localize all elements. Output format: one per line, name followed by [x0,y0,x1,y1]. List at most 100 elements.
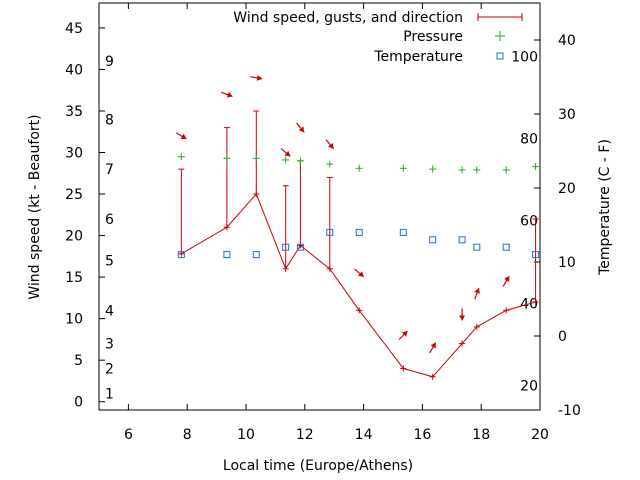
beaufort-label-7: 8 [105,112,114,128]
beaufort-label-6: 7 [105,162,114,178]
ticks-group: 6 8 10 12 14 16 18 20051015202530354045-1001020… [65,3,581,443]
wind-direction-arrow-10 [474,287,480,300]
y2-tick-label-2: 10 [558,255,576,271]
pressure-point-10 [473,166,481,174]
beaufort-label-8: 9 [105,54,114,70]
plot-frame [98,2,541,411]
pressure-point-12 [532,163,540,171]
x-tick-label-7: 20 [531,427,549,443]
wind-arrow-head-0 [180,133,187,139]
wind-point-10 [473,323,480,330]
wind-point-2 [253,191,260,198]
wind-arrow-head-10 [474,288,480,294]
wind-arrow-head-5 [328,143,334,149]
x-tick-label-5: 16 [413,427,431,443]
wind-point-11 [503,307,510,314]
y-tick-label-9: 45 [65,21,83,37]
wind-arrow-head-3 [284,150,291,157]
wind-point-12 [532,299,539,306]
temperature-point-11 [502,243,510,251]
wind-speed-line [181,193,536,378]
y-tick-label-2: 10 [65,312,83,328]
temperature-point-3 [282,243,290,251]
fahrenheit-label-0: 20 [520,379,538,395]
temperature-point-7 [399,228,407,236]
x-tick-label-6: 18 [472,427,490,443]
wind-arrow-head-11 [504,276,510,282]
x-tick-label-4: 14 [355,427,373,443]
y-tick-label-1: 5 [74,353,83,369]
wind-direction-arrow-0 [175,132,187,140]
y2-tick-label-1: 0 [558,329,567,345]
pressure-point-7 [399,164,407,172]
y-tick-label-6: 30 [65,146,83,162]
pressure-point-4 [296,157,304,165]
legend-temperature-marker [496,52,504,60]
wind-direction-arrow-11 [502,275,510,287]
beaufort-label-2: 3 [105,337,114,353]
wind-point-5 [326,265,333,272]
temperature-point-8 [429,236,437,244]
wind-point-4 [297,242,304,249]
temperature-point-12 [532,251,540,259]
y-axis-title: Wind speed (kt - Beaufort) [27,114,43,299]
y2-axis-title: Temperature (C - F) [597,139,613,276]
wind-arrow-head-8 [430,342,436,349]
x-tick-label-2: 10 [237,427,255,443]
x-tick-label-3: 12 [296,427,314,443]
temperature-point-0 [177,251,185,259]
wind-point-6 [356,307,363,314]
y-tick-label-4: 20 [65,229,83,245]
fahrenheit-label-4: 100 [511,49,538,65]
pressure-point-5 [326,160,334,168]
wind-arrow-head-2 [256,74,263,81]
legend-wind-label: Wind speed, gusts, and direction [233,10,463,26]
wind-arrow-head-6 [358,271,364,277]
wind-direction-arrow-5 [325,139,335,150]
wind-direction-arrow-9 [459,308,466,321]
y-tick-label-7: 35 [65,104,83,120]
y2-tick-label-5: 40 [558,33,576,49]
legend: Wind speed, gusts, and direction Pressur… [233,10,523,65]
beaufort-label-1: 2 [105,361,114,377]
wind-arrow-head-4 [298,126,305,133]
fahrenheit-label-2: 60 [520,214,538,230]
y-tick-label-5: 25 [65,187,83,203]
wind-point-8 [429,373,436,380]
beaufort-label-0: 1 [105,386,114,402]
wind-direction-arrow-3 [280,148,291,157]
pressure-point-11 [502,166,510,174]
series-group [175,74,540,380]
wind-direction-arrow-2 [250,74,263,81]
x-axis-title: Local time (Europe/Athens) [223,458,413,474]
temperature-point-4 [296,243,304,251]
legend-pressure-marker [495,31,505,41]
pressure-point-6 [355,164,363,172]
x-tick-label-0: 6 [124,427,133,443]
legend-temperature-label: Temperature [373,49,463,65]
wind-arrow-head-9 [459,315,466,321]
wind-direction-arrow-6 [354,268,365,278]
pressure-point-3 [282,156,290,164]
pressure-point-9 [458,166,466,174]
temperature-point-2 [252,251,260,259]
wind-arrow-head-7 [401,331,408,337]
temperature-point-5 [326,228,334,236]
wind-direction-arrow-7 [398,330,408,340]
wind-point-3 [282,265,289,272]
fahrenheit-label-3: 80 [520,131,538,147]
beaufort-label-3: 4 [105,303,114,319]
y2-tick-label-3: 20 [558,181,576,197]
temperature-point-9 [458,236,466,244]
wind-point-7 [400,365,407,372]
y2-tick-label-0: -10 [558,403,581,419]
pressure-point-2 [252,154,260,162]
wind-direction-arrow-4 [296,122,305,133]
temperature-point-1 [223,251,231,259]
wind-direction-arrow-1 [221,91,233,98]
pressure-point-8 [429,165,437,173]
beaufort-label-4: 5 [105,253,114,269]
y-tick-label-8: 40 [65,62,83,78]
wind-direction-arrow-8 [429,342,437,354]
